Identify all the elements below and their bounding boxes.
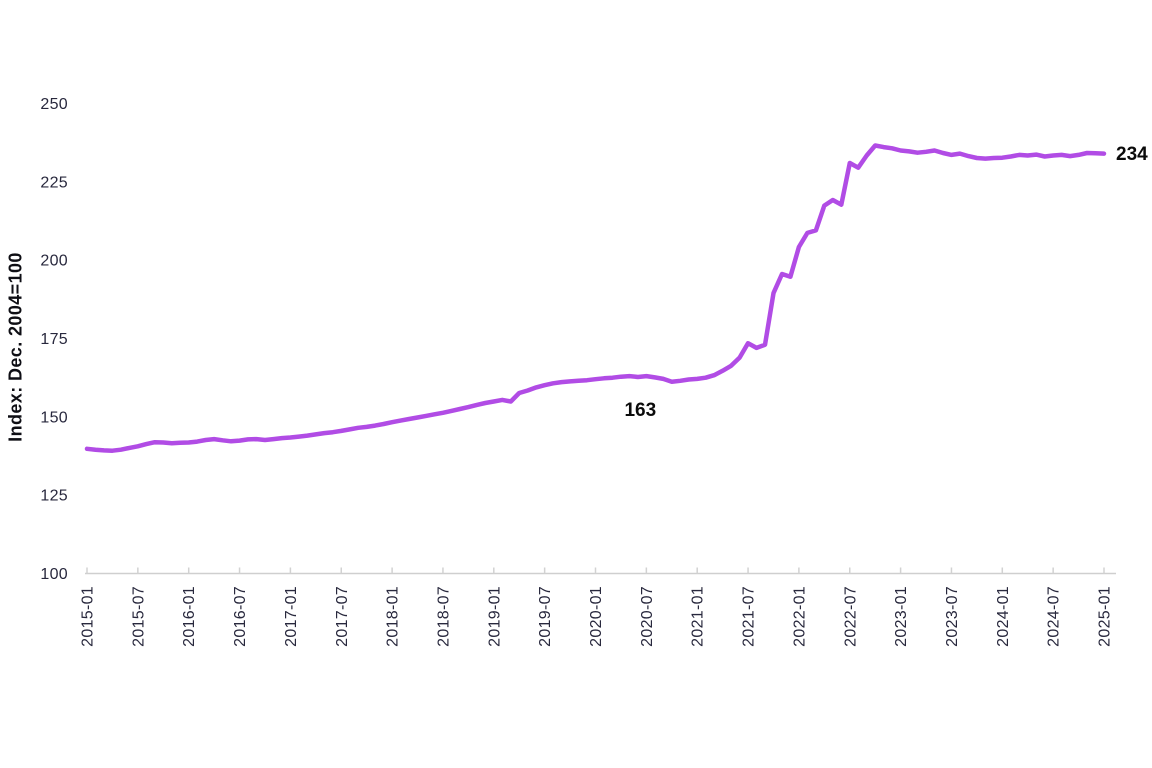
x-tick-label: 2024-07 (1046, 586, 1063, 647)
annotation-163: 163 (624, 400, 656, 421)
series-line (84, 143, 1107, 453)
x-tick-label: 2019-01 (486, 586, 503, 647)
x-tick-label: 2015-01 (80, 586, 97, 647)
x-tick-label: 2022-07 (842, 586, 859, 647)
y-axis-title: Index: Dec. 2004=100 (5, 252, 26, 442)
x-tick-label: 2021-07 (741, 586, 758, 647)
annotation-234: 234 (1116, 144, 1148, 165)
x-tick-label: 2016-07 (232, 586, 249, 647)
y-tick-label: 250 (40, 96, 68, 113)
x-tick-label: 2018-07 (435, 586, 452, 647)
x-tick-label: 2017-07 (334, 586, 351, 647)
y-tick-label: 150 (40, 409, 68, 426)
x-tick-label: 2019-07 (537, 586, 554, 647)
x-tick-label: 2023-01 (893, 586, 910, 647)
x-tick-label: 2024-01 (995, 586, 1012, 647)
x-tick-label: 2016-01 (181, 586, 198, 647)
y-tick-label: 200 (40, 253, 68, 270)
x-tick-label: 2015-07 (130, 586, 147, 647)
x-tick-label: 2020-01 (588, 586, 605, 647)
x-tick-label: 2023-07 (944, 586, 961, 647)
y-tick-label: 175 (40, 331, 68, 348)
y-tick-label: 100 (40, 566, 68, 583)
x-tick-label: 2025-01 (1097, 586, 1114, 647)
x-tick-label: 2021-01 (690, 586, 707, 647)
x-tick-label: 2020-07 (639, 586, 656, 647)
y-tick-label: 225 (40, 174, 68, 191)
x-tick-label: 2018-01 (385, 586, 402, 647)
y-tick-label: 125 (40, 488, 68, 505)
x-tick-label: 2017-01 (283, 586, 300, 647)
x-tick-label: 2022-01 (791, 586, 808, 647)
